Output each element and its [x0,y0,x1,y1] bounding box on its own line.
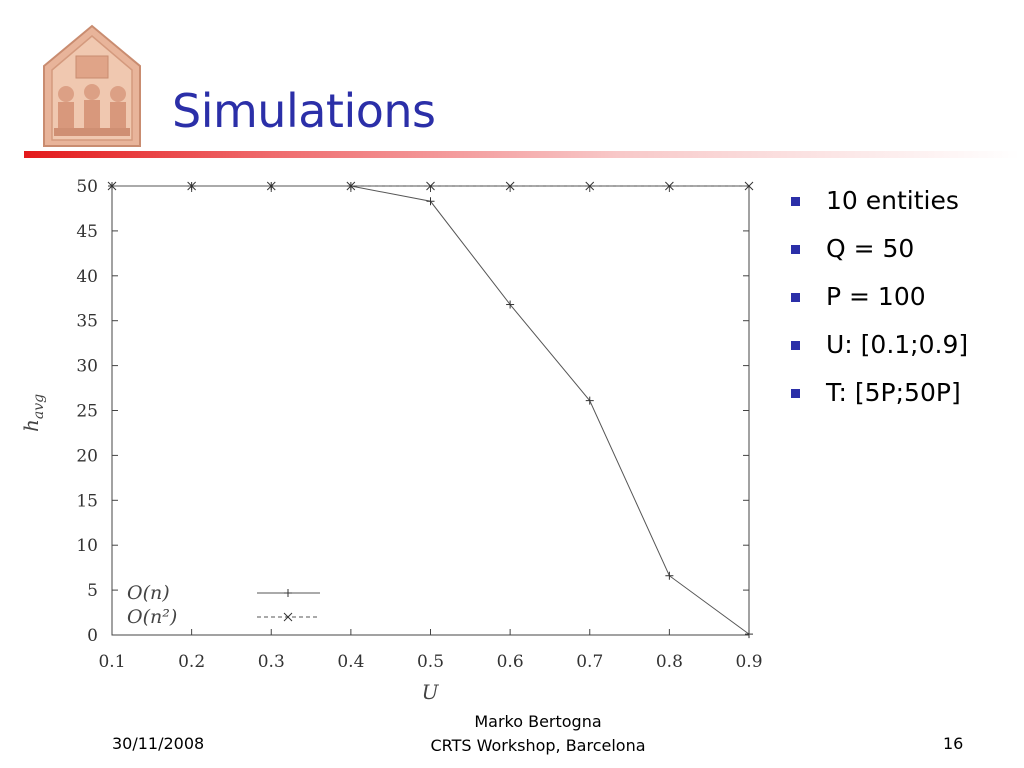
square-bullet-icon [791,197,800,206]
bullet-item: Q = 50 [788,228,968,276]
plus-marker [585,396,594,405]
cross-marker [744,181,754,191]
cross-marker [346,181,356,191]
y-tick-label: 45 [76,222,98,242]
bullet-text: U: [0.1;0.9] [826,330,969,359]
y-axis-label-sub: avg [31,394,47,419]
cross-marker [187,181,196,191]
y-tick-label: 10 [76,536,98,556]
plus-marker [665,571,674,580]
x-tick-label: 0.1 [98,652,125,672]
x-tick-label: 0.8 [656,652,683,672]
y-tick-label: 30 [76,357,98,377]
footer-event: CRTS Workshop, Barcelona [430,736,646,755]
x-tick-label: 0.4 [337,652,364,672]
cross-marker [665,181,674,191]
legend-label: O(n²) [127,606,177,628]
y-tick-label: 40 [76,267,98,287]
bullet-item: P = 100 [788,276,968,324]
series-line-1 [112,185,750,635]
plus-marker [426,197,435,206]
y-tick-label: 25 [76,402,98,422]
plus-marker [506,300,515,309]
bullet-text: Q = 50 [826,234,915,263]
bullet-text: 10 entities [826,186,959,215]
legend: O(n)O(n²) [127,582,320,628]
cross-marker [283,612,293,622]
bullet-item: U: [0.1;0.9] [788,324,968,372]
square-bullet-icon [791,293,800,302]
x-ticks: 0.1 0.2 0.3 0.4 0.5 0.6 0.7 0.8 0.9 [98,186,763,672]
cross-marker [426,181,435,191]
square-bullet-icon [791,341,800,350]
x-tick-label: 0.7 [576,652,603,672]
y-tick-label: 15 [76,491,98,511]
y-axis-label-main: h [19,419,43,432]
title-divider [24,151,1020,158]
y-axis-label: havg [19,394,47,432]
bullet-text: P = 100 [826,282,926,311]
cross-marker [505,181,515,191]
bas-relief-plaque-icon [43,24,141,147]
chart: 0.1 0.2 0.3 0.4 0.5 0.6 0.7 0.8 0.9 0 5 10 15 20 25 30… [19,177,763,704]
logo [36,22,148,150]
x-tick-label: 0.2 [178,652,205,672]
bullet-text: T: [5P;50P] [826,378,961,407]
footer-center: Marko Bertogna CRTS Workshop, Barcelona [410,710,666,758]
footer-author: Marko Bertogna [474,712,602,731]
footer-date: 30/11/2008 [112,734,205,753]
bullet-item: T: [5P;50P] [788,372,968,420]
y-tick-label: 50 [76,177,98,197]
cross-marker [107,181,117,191]
y-tick-label: 5 [87,581,98,601]
x-tick-label: 0.6 [497,652,524,672]
cross-marker [266,181,276,191]
square-bullet-icon [791,389,800,398]
x-tick-label: 0.3 [258,652,285,672]
x-tick-label: 0.5 [417,652,444,672]
plus-marker [745,630,753,639]
plus-marker [284,589,292,597]
plot-frame [111,185,750,636]
series-layer [107,181,754,639]
square-bullet-icon [791,245,800,254]
bullet-list: 10 entities Q = 50 P = 100 U: [0.1;0.9] … [788,180,968,420]
y-tick-label: 35 [76,312,98,332]
slide-title: Simulations [172,84,436,138]
y-tick-label: 20 [76,446,98,466]
page-number: 16 [943,734,964,753]
bullet-item: 10 entities [788,180,968,228]
x-tick-label: 0.9 [735,652,762,672]
x-axis-label: U [422,680,440,704]
legend-label: O(n) [127,582,170,604]
cross-marker [585,181,595,191]
y-tick-label: 0 [87,626,98,646]
y-ticks: 0 5 10 15 20 25 30 35 40 45 50 [76,177,749,646]
